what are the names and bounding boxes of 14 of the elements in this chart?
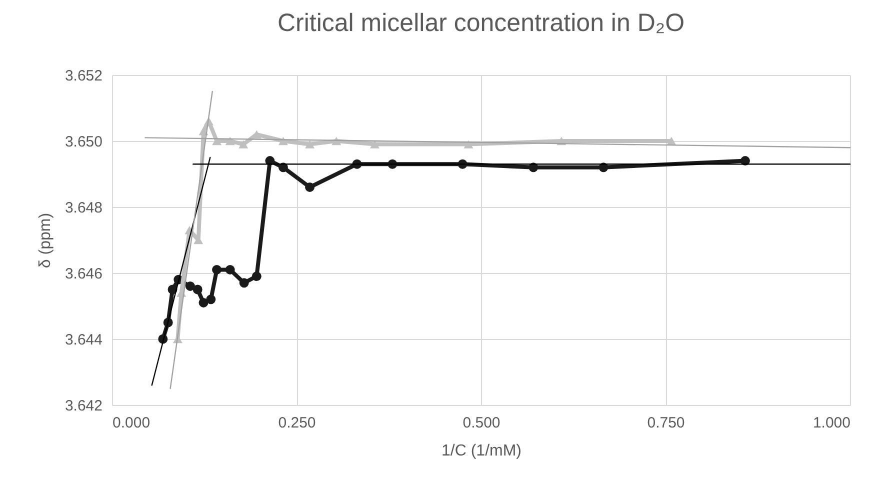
chart-title: Critical micellar concentration in D₂O [277, 9, 685, 37]
y-tick-label: 3.648 [64, 200, 102, 216]
x-tick-label: 1.000 [812, 414, 850, 432]
y-tick-label: 3.650 [64, 134, 102, 150]
y-tick-label: 3.644 [64, 332, 102, 348]
x-tick-label: 0.250 [278, 414, 316, 432]
y-tick-label: 3.642 [64, 398, 102, 414]
x-tick-label: 0.500 [462, 414, 500, 432]
y-tick-label: 3.646 [64, 266, 102, 282]
x-tick-label: 0.750 [647, 414, 685, 432]
x-axis-title: 1/C (1/mM) [442, 442, 522, 460]
x-tick-label: 0.000 [112, 414, 150, 432]
y-axis-title: δ (ppm) [36, 212, 54, 268]
y-tick-label: 3.652 [64, 68, 102, 84]
